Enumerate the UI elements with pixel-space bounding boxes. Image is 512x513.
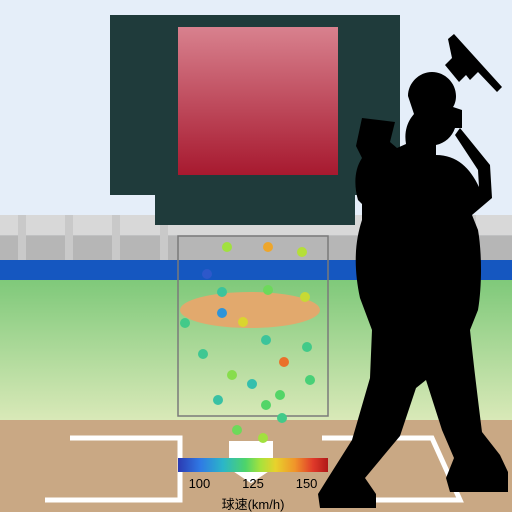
pitch-point xyxy=(275,390,285,400)
pitch-point xyxy=(217,308,227,318)
pitch-point xyxy=(261,400,271,410)
legend-tick: 100 xyxy=(189,476,211,491)
speed-legend-label: 球速(km/h) xyxy=(222,494,285,513)
pitch-point xyxy=(263,242,273,252)
speed-legend-gradient xyxy=(178,458,328,472)
scoreboard-screen xyxy=(178,27,338,175)
pitch-point xyxy=(302,342,312,352)
pitchers-mound xyxy=(180,292,320,328)
pitch-point xyxy=(213,395,223,405)
pitch-point xyxy=(297,247,307,257)
pitch-point xyxy=(247,379,257,389)
scoreboard-post xyxy=(155,195,355,225)
pitch-point xyxy=(202,269,212,279)
pitch-point xyxy=(261,335,271,345)
legend-tick: 125 xyxy=(242,476,264,491)
legend-tick: 150 xyxy=(296,476,318,491)
pitch-point xyxy=(300,292,310,302)
pitch-point xyxy=(198,349,208,359)
pitch-point xyxy=(232,425,242,435)
pitch-point xyxy=(217,287,227,297)
pitch-point xyxy=(238,317,248,327)
pitch-point xyxy=(279,357,289,367)
pitch-chart-scene xyxy=(0,0,512,512)
pitch-point xyxy=(277,413,287,423)
pitch-point xyxy=(222,242,232,252)
pitch-point xyxy=(227,370,237,380)
pitch-point xyxy=(263,285,273,295)
pitch-point xyxy=(258,433,268,443)
pitch-point xyxy=(305,375,315,385)
pitch-point xyxy=(180,318,190,328)
